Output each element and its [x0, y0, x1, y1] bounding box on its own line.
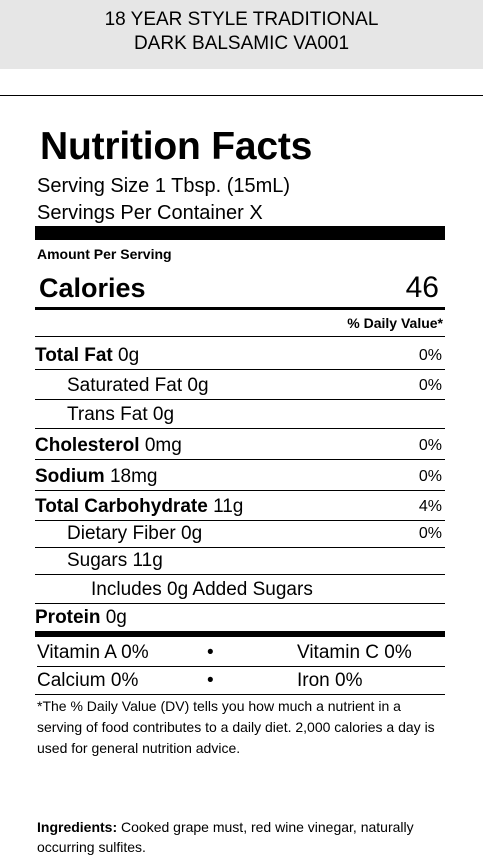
nutrition-facts-title: Nutrition Facts: [40, 125, 313, 168]
footnote-divider: [35, 694, 445, 695]
iron: Iron 0%: [297, 670, 363, 691]
nutrient-name: Sodium: [35, 465, 105, 487]
vitamin-c: Vitamin C 0%: [297, 641, 412, 663]
nutrient-name: Total Fat: [35, 344, 113, 366]
thin-divider: [35, 336, 445, 337]
nutrient-row-total-fat: Total Fat 0g 0%: [35, 342, 445, 370]
thick-divider: [35, 226, 445, 240]
nutrient-row-sugars: Sugars 11g: [35, 547, 445, 575]
nutrient-amount: 0g: [118, 344, 140, 366]
product-name-line2: DARK BALSAMIC VA001: [133, 33, 350, 54]
serving-size: Serving Size 1 Tbsp. (15mL): [37, 175, 291, 197]
calories-value: 46: [405, 271, 439, 304]
vitamin-a: Vitamin A 0%: [37, 641, 149, 663]
calcium: Calcium 0%: [37, 670, 139, 691]
nutrient-dv: 0%: [418, 524, 442, 542]
nutrient-amount: 11g: [132, 549, 163, 571]
nutrient-row-total-carbohydrate: Total Carbohydrate 11g 4%: [35, 493, 445, 521]
amount-per-serving: Amount Per Serving: [37, 246, 172, 262]
nutrient-amount: 0g: [152, 403, 175, 425]
product-header: 18 YEAR STYLE TRADITIONAL DARK BALSAMIC …: [0, 0, 483, 69]
nutrient-row-sodium: Sodium 18mg 0%: [35, 463, 445, 491]
medium-divider: [35, 307, 445, 310]
nutrient-name: Sugars: [67, 549, 128, 571]
nutrient-amount: 11g: [213, 495, 244, 517]
nutrient-row-protein: Protein 0g: [35, 604, 445, 632]
nutrient-amount: 18mg: [109, 465, 158, 487]
daily-value-header: % Daily Value*: [347, 315, 443, 331]
daily-value-footnote: *The % Daily Value (DV) tells you how mu…: [37, 698, 435, 756]
bullet-separator: •: [207, 670, 214, 691]
calories-label: Calories: [39, 273, 146, 303]
nutrient-dv: 0%: [418, 346, 442, 364]
vitamin-row-2: Calcium 0% • Iron 0%: [37, 667, 445, 695]
vitamin-row-1: Vitamin A 0% • Vitamin C 0%: [37, 639, 445, 667]
nutrition-label: [0, 95, 483, 859]
nutrient-name: Total Carbohydrate: [35, 495, 208, 517]
product-name-line1: 18 YEAR STYLE TRADITIONAL: [104, 9, 379, 30]
nutrient-amount: 0g: [105, 607, 127, 628]
nutrient-row-dietary-fiber: Dietary Fiber 0g 0%: [35, 520, 445, 548]
nutrient-name: Cholesterol: [35, 434, 140, 456]
nutrient-amount: 0mg: [144, 434, 182, 456]
nutrient-row-added-sugars: Includes 0g Added Sugars: [35, 576, 445, 604]
bullet-separator: •: [207, 641, 214, 663]
ingredients-text: Cooked grape must, red wine vinegar, nat…: [37, 819, 414, 855]
nutrient-dv: 0%: [418, 467, 442, 485]
nutrient-name: Trans Fat: [67, 403, 148, 425]
nutrient-name: Dietary Fiber: [67, 522, 176, 544]
ingredients-section: Ingredients: Cooked grape must, red wine…: [37, 817, 457, 857]
nutrient-name: Protein: [35, 607, 101, 628]
nutrient-row-trans-fat: Trans Fat 0g: [35, 401, 445, 429]
nutrient-name: Saturated Fat: [67, 374, 183, 396]
nutrient-row-cholesterol: Cholesterol 0mg 0%: [35, 432, 445, 460]
nutrient-name: Includes 0g Added Sugars: [91, 578, 313, 600]
nutrient-amount: 0g: [187, 374, 209, 396]
nutrient-row-saturated-fat: Saturated Fat 0g 0%: [35, 372, 445, 400]
nutrient-dv: 0%: [418, 436, 442, 454]
nutrient-dv: 0%: [418, 376, 442, 394]
nutrient-dv: 4%: [418, 497, 442, 515]
servings-per-container: Servings Per Container X: [37, 202, 263, 224]
nutrient-amount: 0g: [181, 522, 203, 544]
protein-divider: [35, 631, 445, 637]
ingredients-label: Ingredients:: [37, 819, 118, 835]
